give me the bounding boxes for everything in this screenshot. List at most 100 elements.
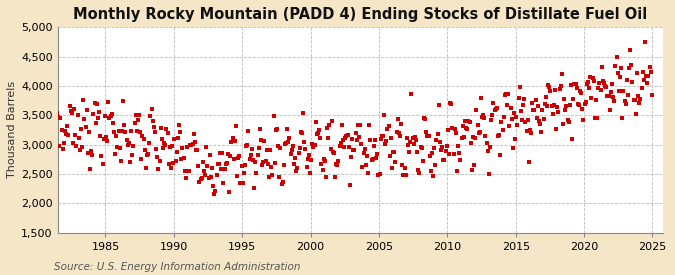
Point xyxy=(418,116,429,120)
Point xyxy=(178,156,189,160)
Point xyxy=(643,74,654,78)
Point xyxy=(523,160,534,164)
Point xyxy=(567,137,578,141)
Point xyxy=(69,107,80,112)
Point xyxy=(556,72,567,76)
Point xyxy=(203,175,214,180)
Point xyxy=(450,127,460,131)
Point xyxy=(597,79,608,83)
Point xyxy=(74,147,85,152)
Point xyxy=(276,181,287,186)
Point xyxy=(549,102,560,107)
Point xyxy=(455,158,466,163)
Point xyxy=(632,94,643,99)
Point xyxy=(350,131,361,135)
Point xyxy=(348,148,358,153)
Point xyxy=(217,151,227,155)
Point xyxy=(322,126,333,131)
Point xyxy=(82,151,93,156)
Point xyxy=(210,189,221,194)
Point xyxy=(417,159,428,163)
Point xyxy=(172,136,183,140)
Point xyxy=(142,153,153,157)
Point xyxy=(382,127,393,131)
Point xyxy=(371,156,381,160)
Point xyxy=(360,162,371,167)
Point xyxy=(354,135,364,139)
Point xyxy=(99,137,109,142)
Point xyxy=(475,130,485,134)
Point xyxy=(188,131,199,136)
Point xyxy=(435,148,446,152)
Point xyxy=(471,108,482,112)
Point xyxy=(183,169,194,174)
Point xyxy=(645,70,656,75)
Point xyxy=(566,83,576,87)
Point xyxy=(263,162,273,167)
Point xyxy=(562,118,573,122)
Point xyxy=(422,134,433,139)
Point xyxy=(564,103,575,107)
Point xyxy=(177,145,188,150)
Point xyxy=(258,160,269,164)
Point xyxy=(182,145,192,149)
Point xyxy=(627,79,638,84)
Point xyxy=(369,144,379,148)
Point xyxy=(614,75,625,79)
Point xyxy=(373,172,384,177)
Point xyxy=(508,146,518,150)
Point xyxy=(347,137,358,141)
Point xyxy=(144,141,155,145)
Point xyxy=(139,148,150,152)
Point xyxy=(242,143,252,147)
Point xyxy=(89,100,100,105)
Point xyxy=(323,136,333,140)
Point xyxy=(293,151,304,155)
Point xyxy=(225,154,236,158)
Point xyxy=(286,152,296,157)
Point xyxy=(551,126,562,131)
Point xyxy=(47,134,58,139)
Point xyxy=(78,98,88,102)
Point xyxy=(614,89,624,93)
Point xyxy=(390,160,401,164)
Point xyxy=(121,138,132,142)
Point xyxy=(173,123,184,127)
Point xyxy=(334,144,345,148)
Point xyxy=(468,163,479,167)
Point xyxy=(236,164,247,168)
Point xyxy=(291,169,302,174)
Point xyxy=(402,143,413,147)
Point xyxy=(420,117,431,122)
Point xyxy=(97,161,108,166)
Point xyxy=(273,144,284,148)
Point xyxy=(490,107,501,112)
Point xyxy=(579,102,590,106)
Point xyxy=(568,97,578,101)
Point xyxy=(307,142,318,146)
Point xyxy=(589,116,600,120)
Point xyxy=(143,152,154,156)
Point xyxy=(513,96,524,101)
Point xyxy=(400,173,411,177)
Point xyxy=(522,118,533,122)
Point xyxy=(570,81,581,86)
Point xyxy=(241,143,252,148)
Point xyxy=(72,113,83,117)
Point xyxy=(342,133,353,138)
Point xyxy=(148,125,159,129)
Point xyxy=(556,84,566,89)
Point xyxy=(416,146,427,150)
Point xyxy=(160,143,171,147)
Point xyxy=(410,138,421,142)
Point xyxy=(298,111,308,115)
Point xyxy=(319,157,329,161)
Point xyxy=(463,119,474,123)
Y-axis label: Thousand Barrels: Thousand Barrels xyxy=(7,81,17,178)
Point xyxy=(512,122,523,127)
Point xyxy=(460,119,470,123)
Point xyxy=(259,139,270,144)
Point xyxy=(165,166,176,170)
Point xyxy=(256,163,267,167)
Point xyxy=(238,171,249,175)
